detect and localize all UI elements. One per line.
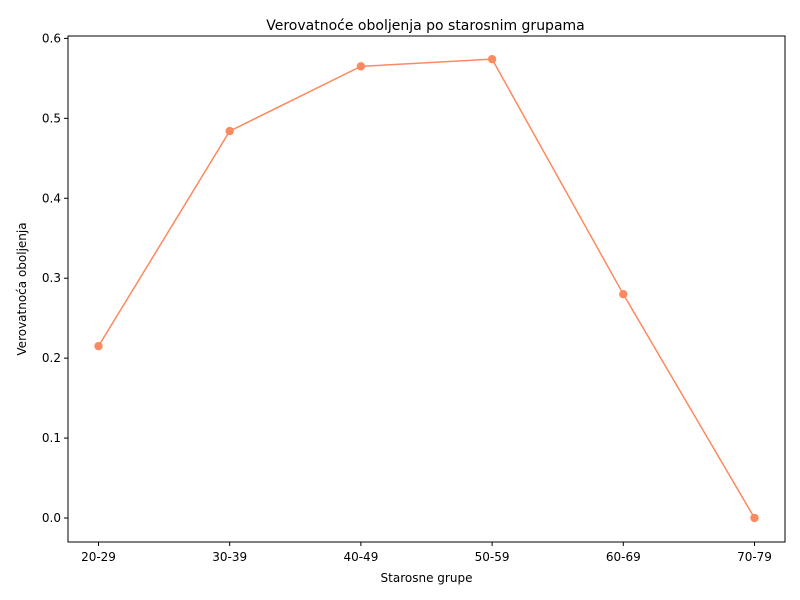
series-group [94,54,759,523]
x-tick-label: 30-39 [212,550,247,564]
data-point-20-29 [94,341,103,351]
y-tick-label: 0.5 [42,111,61,125]
x-axis: 20-29 30-39 40-49 50-59 60-69 70-79 [81,542,772,564]
data-point-50-59 [487,54,497,64]
y-tick-label: 0.6 [42,31,61,45]
data-point-40-49 [356,62,366,71]
x-tick-label: 20-29 [81,550,116,564]
series-line [97,58,756,519]
y-axis-label: Verovatnoća oboljenja [15,222,29,355]
x-axis-label: Starosne grupe [381,571,473,585]
x-tick-label: 60-69 [606,550,641,564]
data-point-30-39 [225,126,234,136]
y-tick-label: 0.1 [42,431,61,445]
x-tick-label: 70-79 [737,550,772,564]
plot-frame [67,35,786,543]
y-axis: 0.0 0.1 0.2 0.3 0.4 0.5 0.6 [42,31,68,525]
y-tick-label: 0.4 [42,191,61,205]
data-point-70-79 [750,513,759,523]
y-tick-label: 0.0 [42,511,61,525]
x-tick-label: 50-59 [475,550,510,564]
y-tick-label: 0.2 [42,351,61,365]
y-tick-label: 0.3 [42,271,61,285]
x-tick-label: 40-49 [343,550,378,564]
chart-title: Verovatnoće oboljenja po starosnim grupa… [266,18,585,34]
data-point-60-69 [619,289,628,299]
